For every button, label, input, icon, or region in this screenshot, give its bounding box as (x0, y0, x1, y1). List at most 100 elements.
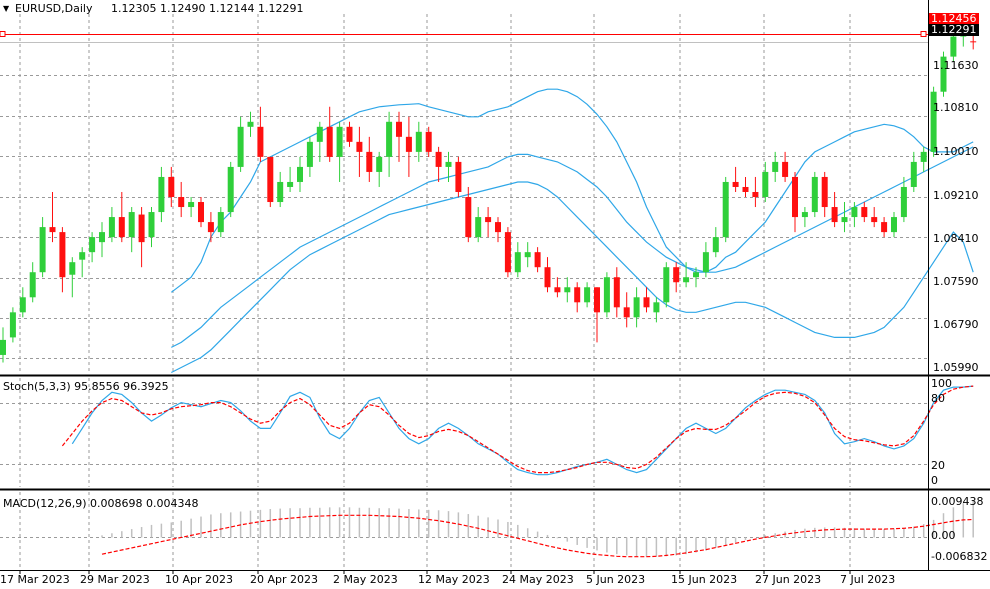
candle-body (861, 207, 868, 218)
macd-signal-line (101, 514, 974, 558)
symbol-label[interactable]: EURUSD,Daily (15, 2, 93, 15)
candle-body (425, 131, 432, 152)
candle-body (178, 197, 185, 208)
candle-body (346, 126, 353, 142)
candle-body (405, 136, 412, 152)
stoch-tick: 20 (931, 459, 945, 472)
candle-body (940, 56, 947, 92)
candle-body (118, 217, 125, 238)
candle-body (742, 186, 749, 192)
candle-body (59, 232, 66, 278)
date-tick: 10 Apr 2023 (165, 573, 234, 586)
candle-body (871, 217, 878, 223)
candle-body (306, 141, 313, 167)
candle-body (277, 181, 284, 203)
candle-body (386, 121, 393, 157)
price-tick: 1.09210 (933, 189, 979, 202)
stoch-main-line (71, 385, 974, 476)
candle-body (801, 212, 808, 218)
candle-body (910, 161, 917, 187)
candle-body (19, 297, 26, 313)
candle-body (762, 171, 769, 198)
symbol-dropdown-icon[interactable]: ▼ (3, 4, 10, 13)
date-tick: 27 Jun 2023 (755, 573, 822, 586)
candle-body (643, 297, 650, 308)
candle-body (495, 222, 501, 233)
macd-layer (101, 501, 974, 558)
candle-body (158, 176, 165, 213)
candle-body (9, 312, 16, 338)
hline-right-handle (920, 31, 927, 37)
candle-body (79, 252, 86, 260)
candle-body (722, 181, 729, 238)
candle-body (69, 262, 76, 275)
candle-body (702, 252, 709, 273)
candle-body (435, 151, 442, 167)
candle-body (613, 277, 620, 308)
candle-body (396, 121, 402, 137)
candle-body (188, 202, 195, 208)
candle-body (594, 287, 600, 313)
macd-title: MACD(12,26,9) 0.008698 0.004348 (3, 497, 199, 510)
date-tick: 12 May 2023 (418, 573, 490, 586)
candle-body (297, 166, 303, 182)
ohlc-readout: 1.12305 1.12490 1.12144 1.12291 (111, 2, 304, 15)
candle-body (831, 207, 838, 223)
candle-body (504, 232, 511, 273)
date-tick: 24 May 2023 (502, 573, 574, 586)
stochastic-layer (61, 385, 974, 476)
candle-body (207, 222, 214, 233)
candle-body (544, 267, 551, 288)
candle-body (108, 217, 115, 238)
candle-body (970, 41, 977, 43)
candle-body (930, 91, 937, 152)
candle-body (237, 126, 244, 167)
candle-body (554, 287, 561, 293)
candle-body (881, 222, 888, 233)
macd-tick: -0.006832 (931, 550, 988, 563)
candle-body (633, 297, 640, 318)
price-tick: 1.06790 (933, 318, 979, 331)
candle-body (514, 252, 521, 273)
candle-body (811, 176, 818, 213)
candle-body (782, 161, 789, 177)
candle-body (455, 161, 462, 192)
stoch-tick: 80 (931, 392, 945, 405)
date-tick: 20 Apr 2023 (250, 573, 319, 586)
candle-body (89, 237, 96, 253)
candles-layer (0, 31, 977, 363)
candle-body (603, 277, 610, 313)
candle-body (653, 302, 660, 313)
stoch-title: Stoch(5,3,3) 95.8556 96.3925 (3, 380, 169, 393)
date-tick: 2 May 2023 (333, 573, 398, 586)
candle-body (49, 227, 56, 233)
candle-body (732, 181, 739, 187)
candle-body (841, 217, 848, 223)
candle-body (0, 339, 6, 355)
candle-body (198, 202, 204, 223)
price-tick: 1.10810 (933, 101, 979, 114)
candle-body (366, 151, 373, 172)
candle-body (168, 176, 175, 198)
candle-body (920, 151, 927, 162)
candle-body (900, 186, 907, 218)
date-tick: 7 Jul 2023 (840, 573, 896, 586)
date-tick: 29 Mar 2023 (80, 573, 150, 586)
date-tick: 5 Jun 2023 (586, 573, 646, 586)
candle-body (663, 267, 670, 303)
candle-body (524, 252, 531, 258)
candle-body (217, 212, 224, 233)
candle-body (376, 156, 383, 172)
price-tick: 1.05990 (933, 361, 979, 374)
price-tick: 1.07590 (933, 275, 979, 288)
candle-body (772, 161, 779, 172)
bollinger-middle-line (171, 146, 974, 348)
candle-body (485, 217, 492, 223)
current-price-tag: 1.12291 (929, 23, 979, 36)
hline-price-tag: 1.12456 (929, 12, 979, 25)
candle-body (564, 287, 571, 293)
date-tick: 15 Jun 2023 (671, 573, 738, 586)
candle-body (584, 287, 591, 303)
macd-tick: 0.00 (931, 529, 956, 542)
